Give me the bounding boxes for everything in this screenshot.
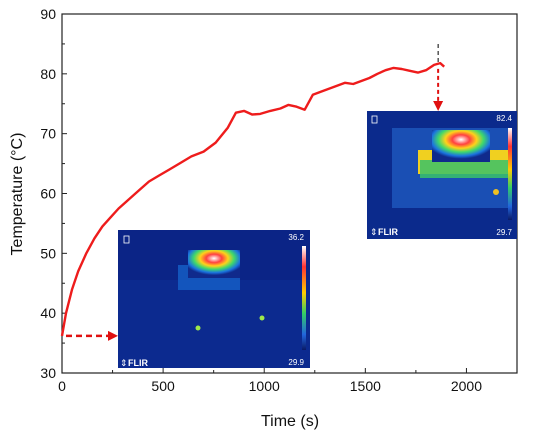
thermal-color-scale (302, 246, 306, 350)
thermal-hot-zone-green (420, 160, 508, 178)
pointer-arrowhead-end (433, 101, 444, 111)
thermal-hotspot (432, 130, 490, 162)
thermal-color-scale (508, 128, 512, 220)
thermal-max-value: 36.2 (288, 233, 304, 242)
x-tick-label: 2000 (451, 378, 482, 394)
x-tick-label: 0 (58, 378, 66, 394)
thermal-spot (493, 189, 499, 195)
x-tick-label: 500 (151, 378, 175, 394)
pointer-arrowhead-start (108, 330, 118, 341)
y-axis-title: Temperature (°C) (9, 133, 26, 256)
thermal-spot (195, 325, 201, 331)
y-tick-label: 40 (40, 305, 56, 321)
flir-brand: FLIR (128, 358, 148, 368)
axis-ticks: 0 500 1000 1500 2000 30 40 50 60 70 80 90 (40, 6, 482, 394)
y-tick-label: 30 (40, 365, 56, 381)
y-tick-label: 80 (40, 66, 56, 82)
thermal-hotspot (188, 250, 240, 278)
thermal-spot (259, 315, 265, 321)
y-tick-label: 60 (40, 186, 56, 202)
x-tick-label: 1000 (249, 378, 280, 394)
thermal-inset-end: 82.4 29.7 FLIR ⇕ (367, 111, 517, 239)
x-axis-title: Time (s) (261, 413, 319, 430)
y-tick-label: 50 (40, 245, 56, 261)
flir-logo-arrows-icon: ⇕ (370, 227, 378, 237)
flir-logo-arrows-icon: ⇕ (120, 358, 128, 368)
battery-icon (371, 115, 378, 124)
thermal-max-value: 82.4 (496, 114, 512, 123)
thermal-min-value: 29.9 (288, 358, 304, 367)
battery-icon (123, 235, 130, 244)
temperature-series-line (60, 61, 446, 337)
thermal-inset-start: 36.2 29.9 FLIR ⇕ (118, 230, 310, 368)
y-tick-label: 90 (40, 6, 56, 22)
thermal-min-value: 29.7 (496, 228, 512, 237)
flir-brand: FLIR (378, 227, 398, 237)
x-tick-label: 1500 (350, 378, 381, 394)
y-tick-label: 70 (40, 126, 56, 142)
